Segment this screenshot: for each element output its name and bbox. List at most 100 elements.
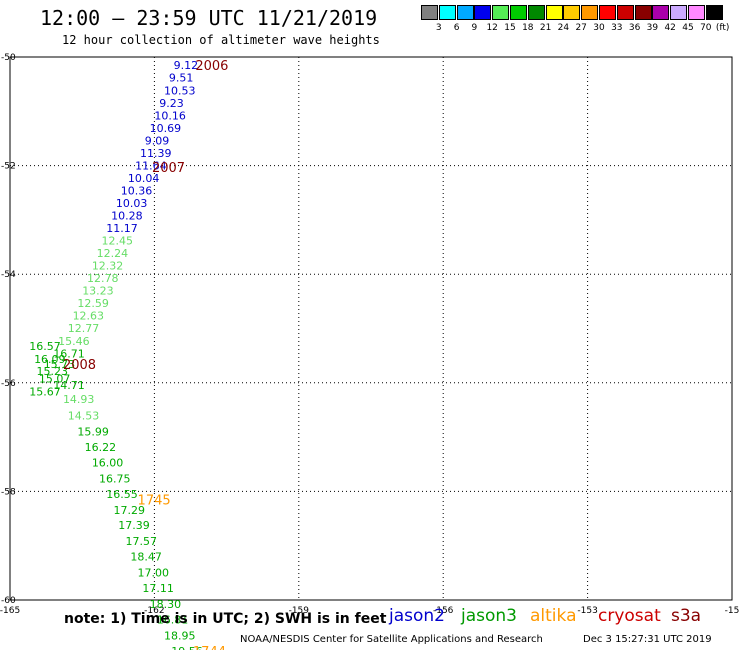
legend-label: 21 bbox=[539, 23, 552, 33]
x-tick-label: -159 bbox=[289, 606, 310, 616]
legend-label: 36 bbox=[628, 23, 641, 33]
data-point-jason2: 11.17 bbox=[106, 222, 137, 235]
data-point-jason3: 17.29 bbox=[113, 504, 145, 517]
y-tick-label: -60 bbox=[1, 596, 16, 606]
data-point-jason2: 10.36 bbox=[121, 185, 153, 198]
data-point-jason3: 12.78 bbox=[87, 272, 119, 285]
data-point-jason2: 9.12 bbox=[174, 59, 199, 72]
data-point-jason3: 16.00 bbox=[92, 457, 124, 470]
legend-swatch bbox=[474, 5, 492, 20]
data-point-jason3: 12.59 bbox=[77, 297, 109, 310]
data-point-jason3: 17.39 bbox=[118, 519, 150, 532]
data-point-jason3: 14.53 bbox=[68, 409, 100, 422]
x-tick-label: -162 bbox=[144, 606, 164, 616]
legend-swatch bbox=[616, 5, 634, 20]
y-tick-label: -54 bbox=[1, 270, 16, 280]
page-subtitle: 12 hour collection of altimeter wave hei… bbox=[62, 33, 380, 47]
legend-swatch bbox=[492, 5, 510, 20]
data-point-jason3: 18.30 bbox=[150, 598, 182, 611]
legend-swatch bbox=[545, 5, 563, 20]
legend-swatch bbox=[421, 5, 438, 20]
data-point-jason3: 12.63 bbox=[73, 309, 105, 322]
legend-label: 3 bbox=[435, 23, 442, 33]
legend-label: 30 bbox=[593, 23, 605, 33]
footer-note: note: 1) Time is in UTC; 2) SWH is in fe… bbox=[64, 611, 387, 627]
satellite-s3a-label: s3a bbox=[671, 606, 702, 626]
data-point-jason3: 15.23 bbox=[36, 365, 67, 378]
data-point-jason3: 12.77 bbox=[68, 322, 100, 335]
data-point-jason3: 12.32 bbox=[92, 260, 124, 273]
time-label: 2008 bbox=[63, 358, 96, 373]
data-point-jason3: 15.46 bbox=[58, 335, 89, 348]
legend-swatch bbox=[581, 5, 599, 20]
x-tick-label: -165 bbox=[0, 606, 20, 616]
data-point-jason3: 18.47 bbox=[130, 551, 162, 564]
data-point-jason3: 16.55 bbox=[106, 488, 137, 501]
y-tick-label: -58 bbox=[1, 487, 16, 497]
data-point-jason2: 9.09 bbox=[145, 135, 170, 148]
data-point-jason2: 10.04 bbox=[128, 172, 160, 185]
data-point-jason3: 12.24 bbox=[97, 247, 129, 260]
data-point-jason2: 11.39 bbox=[140, 147, 172, 160]
legend-swatch bbox=[599, 5, 616, 20]
time-label: 1745 bbox=[138, 494, 171, 509]
footer-date: Dec 3 15:27:31 UTC 2019 bbox=[583, 634, 712, 645]
time-label: 1744 bbox=[193, 645, 226, 650]
legend-label: 42 bbox=[664, 23, 676, 33]
data-point-jason3: 13.23 bbox=[82, 284, 114, 297]
legend-swatch bbox=[456, 5, 474, 20]
legend-label: 12 bbox=[486, 23, 498, 33]
legend-label: 24 bbox=[557, 23, 570, 33]
data-point-jason2: 10.53 bbox=[164, 85, 196, 98]
legend-swatch bbox=[688, 5, 705, 20]
legend-unit: (ft) bbox=[715, 23, 730, 33]
data-point-jason3: 16.22 bbox=[85, 441, 117, 454]
data-point-jason3: 15.07 bbox=[39, 372, 71, 385]
legend-label: 70 bbox=[700, 23, 712, 33]
time-label: 2006 bbox=[195, 59, 228, 74]
y-tick-label: -52 bbox=[1, 162, 16, 172]
x-tick-label: -153 bbox=[577, 606, 597, 616]
x-tick-label: -156 bbox=[433, 606, 454, 616]
data-point-jason3: 16.75 bbox=[99, 472, 130, 485]
data-point-jason2: 9.23 bbox=[159, 97, 184, 110]
legend-label: 45 bbox=[682, 23, 694, 33]
legend-swatch bbox=[705, 5, 723, 20]
data-point-jason3: 12.45 bbox=[101, 235, 133, 248]
data-point-jason2: 10.16 bbox=[154, 110, 186, 123]
legend-swatch bbox=[527, 5, 545, 20]
satellite-jason2-label: jason2 bbox=[389, 606, 445, 626]
legend-swatch bbox=[563, 5, 581, 20]
data-point-jason3: 14.71 bbox=[53, 379, 85, 392]
time-label: 2007 bbox=[152, 161, 185, 176]
data-point-jason3: 18.95 bbox=[164, 629, 196, 642]
legend-label: 18 bbox=[522, 23, 534, 33]
legend-label: 39 bbox=[646, 23, 659, 33]
data-point-jason2: 10.69 bbox=[150, 122, 182, 135]
legend-swatch bbox=[670, 5, 688, 20]
legend-label: 33 bbox=[611, 23, 623, 33]
data-point-jason3: 14.93 bbox=[63, 393, 95, 406]
legend-label: 15 bbox=[504, 23, 516, 33]
data-point-jason3: 16.71 bbox=[53, 347, 85, 360]
data-point-jason3: 15.73 bbox=[44, 358, 75, 371]
satellite-cryosat-label: cryosat bbox=[598, 606, 661, 626]
legend-swatch bbox=[652, 5, 670, 20]
data-point-jason3: 15.67 bbox=[29, 385, 61, 398]
legend-label: 6 bbox=[453, 23, 460, 33]
page-title: 12:00 — 23:59 UTC 11/21/2019 bbox=[40, 6, 378, 30]
footer-credit: NOAA/NESDIS Center for Satellite Applica… bbox=[240, 634, 543, 645]
satellite-altika-label: altika bbox=[530, 606, 577, 626]
legend-label: 27 bbox=[575, 23, 587, 33]
data-point-jason3: 16.81 bbox=[157, 614, 189, 627]
legend-label: 9 bbox=[471, 23, 478, 33]
data-point-jason2: 10.28 bbox=[111, 210, 143, 223]
data-point-jason3: 15.99 bbox=[77, 426, 109, 439]
legend-swatch bbox=[634, 5, 652, 20]
data-point-jason2: 11.64 bbox=[135, 160, 167, 173]
data-point-jason3: 17.11 bbox=[142, 582, 174, 595]
legend-swatch bbox=[510, 5, 527, 20]
data-point-jason2: 10.03 bbox=[116, 197, 148, 210]
x-tick-label: -15 bbox=[725, 606, 740, 616]
